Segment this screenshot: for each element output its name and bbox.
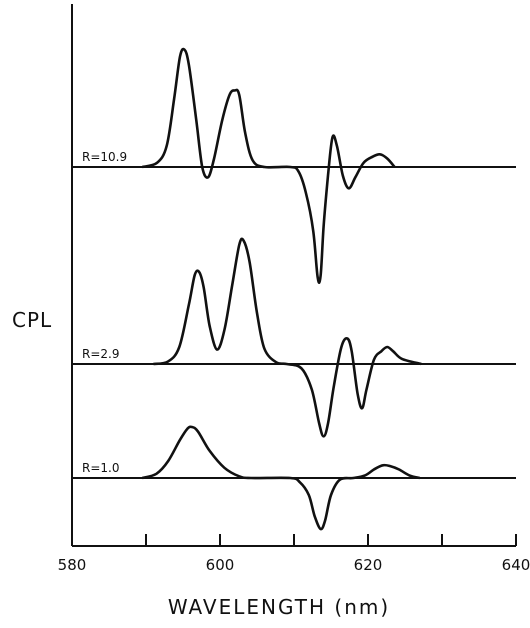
x-tick-label: 600 [206, 556, 235, 574]
series-label: R=2.9 [82, 347, 119, 361]
series-line [141, 47, 396, 284]
x-axis-label: WAVELENGTH (nm) [168, 595, 390, 619]
x-tick-label: 620 [354, 556, 383, 574]
y-axis-label: CPL [12, 308, 52, 332]
series-line [153, 237, 422, 438]
curves [72, 47, 516, 531]
series-label: R=1.0 [82, 461, 119, 475]
x-tick-label: 580 [58, 556, 87, 574]
x-tick-label: 640 [502, 556, 530, 574]
labels: 580 600 620 640 R=10.9 R=2.9 R=1.0 CPL WAVELENGT… [12, 150, 530, 619]
axes [71, 4, 517, 547]
series-label: R=10.9 [82, 150, 127, 164]
series-line [141, 425, 421, 531]
